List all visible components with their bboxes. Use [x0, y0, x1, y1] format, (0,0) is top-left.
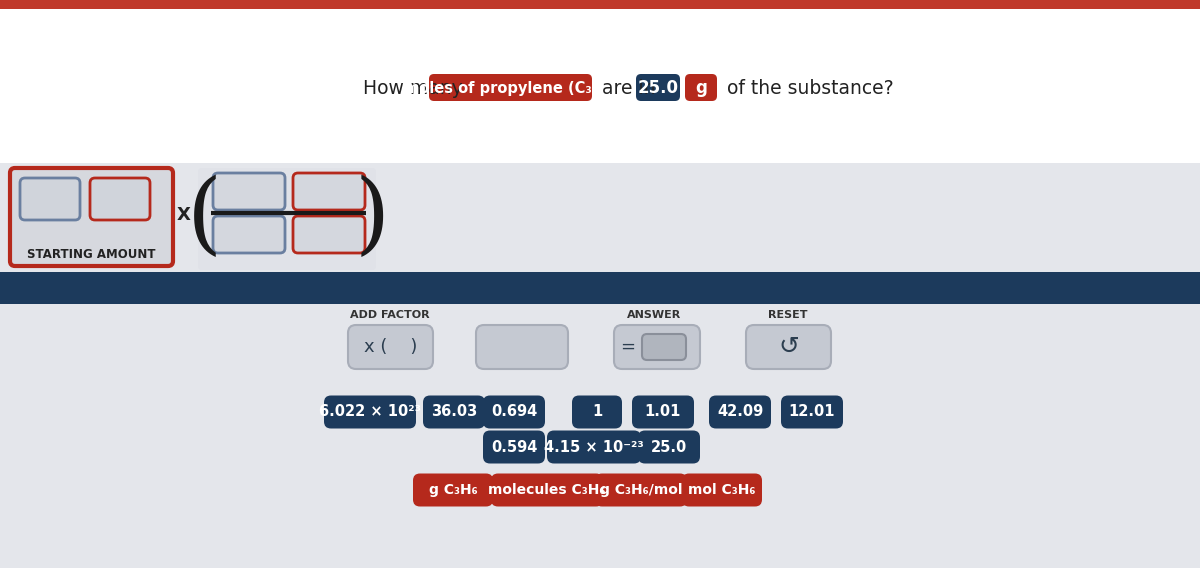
FancyBboxPatch shape: [476, 325, 568, 369]
FancyBboxPatch shape: [746, 325, 830, 369]
FancyBboxPatch shape: [20, 178, 80, 220]
FancyBboxPatch shape: [0, 9, 1200, 272]
FancyBboxPatch shape: [198, 168, 376, 270]
Text: moles of propylene (C₃H₆): moles of propylene (C₃H₆): [404, 81, 617, 95]
FancyBboxPatch shape: [682, 474, 762, 507]
Text: 36.03: 36.03: [431, 404, 478, 420]
FancyBboxPatch shape: [636, 74, 680, 101]
Text: of the substance?: of the substance?: [721, 78, 894, 98]
FancyBboxPatch shape: [0, 163, 1200, 275]
FancyBboxPatch shape: [0, 304, 1200, 568]
Text: ANSWER: ANSWER: [626, 310, 682, 320]
Text: g: g: [695, 79, 707, 97]
FancyBboxPatch shape: [632, 395, 694, 428]
FancyBboxPatch shape: [642, 334, 686, 360]
Text: x (    ): x ( ): [364, 338, 418, 356]
FancyBboxPatch shape: [324, 395, 416, 428]
FancyBboxPatch shape: [709, 395, 772, 428]
FancyBboxPatch shape: [572, 395, 622, 428]
Text: 25.0: 25.0: [637, 79, 678, 97]
Text: 1: 1: [592, 404, 602, 420]
FancyBboxPatch shape: [214, 216, 286, 253]
Text: STARTING AMOUNT: STARTING AMOUNT: [28, 248, 156, 261]
Text: are in: are in: [596, 78, 661, 98]
FancyBboxPatch shape: [491, 474, 604, 507]
Text: X: X: [178, 206, 191, 224]
Text: (: (: [186, 174, 222, 262]
FancyBboxPatch shape: [0, 272, 1200, 304]
Text: ↺: ↺: [778, 335, 799, 359]
Text: How many: How many: [364, 78, 469, 98]
FancyBboxPatch shape: [0, 0, 1200, 9]
Text: =: =: [620, 338, 636, 356]
FancyBboxPatch shape: [482, 431, 545, 463]
Text: ): ): [354, 174, 390, 262]
Text: 42.09: 42.09: [716, 404, 763, 420]
Text: g C₃H₆/mol: g C₃H₆/mol: [600, 483, 683, 497]
FancyBboxPatch shape: [214, 173, 286, 210]
Text: g C₃H₆: g C₃H₆: [428, 483, 478, 497]
FancyBboxPatch shape: [547, 431, 641, 463]
FancyBboxPatch shape: [10, 168, 173, 266]
FancyBboxPatch shape: [413, 474, 493, 507]
FancyBboxPatch shape: [595, 474, 686, 507]
FancyBboxPatch shape: [685, 74, 718, 101]
FancyBboxPatch shape: [482, 395, 545, 428]
FancyBboxPatch shape: [781, 395, 842, 428]
Text: 25.0: 25.0: [650, 440, 688, 454]
Text: 0.694: 0.694: [491, 404, 538, 420]
FancyBboxPatch shape: [293, 173, 365, 210]
FancyBboxPatch shape: [90, 178, 150, 220]
FancyBboxPatch shape: [430, 74, 592, 101]
Text: 4.15 × 10⁻²³: 4.15 × 10⁻²³: [544, 440, 644, 454]
Text: molecules C₃H₆: molecules C₃H₆: [488, 483, 606, 497]
FancyBboxPatch shape: [614, 325, 700, 369]
FancyBboxPatch shape: [638, 431, 700, 463]
FancyBboxPatch shape: [348, 325, 433, 369]
FancyBboxPatch shape: [424, 395, 485, 428]
Text: ADD FACTOR: ADD FACTOR: [350, 310, 430, 320]
Text: 6.022 × 10²³: 6.022 × 10²³: [319, 404, 421, 420]
Text: mol C₃H₆: mol C₃H₆: [689, 483, 756, 497]
Text: 12.01: 12.01: [788, 404, 835, 420]
Text: 1.01: 1.01: [644, 404, 682, 420]
FancyBboxPatch shape: [293, 216, 365, 253]
Text: RESET: RESET: [768, 310, 808, 320]
Text: 0.594: 0.594: [491, 440, 538, 454]
